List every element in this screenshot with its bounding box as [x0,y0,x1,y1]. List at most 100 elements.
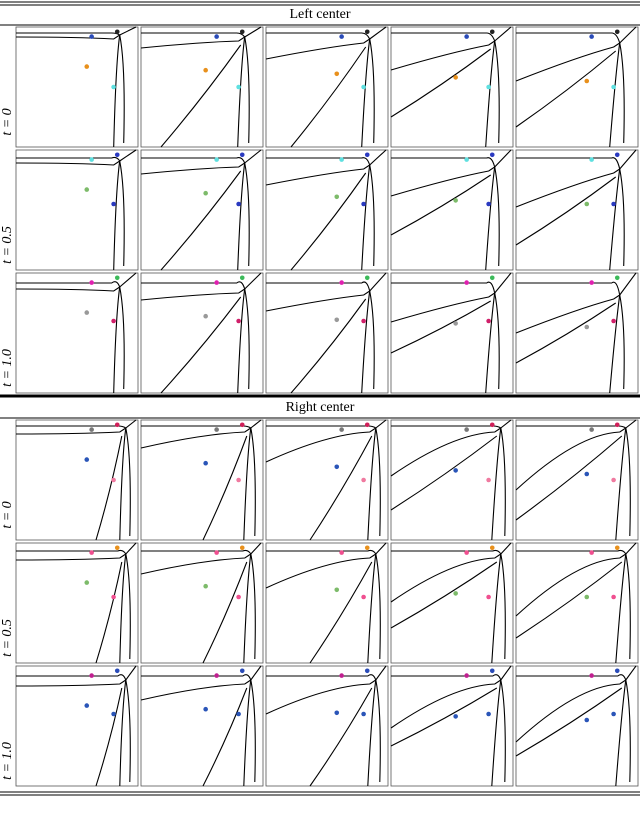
boundary-curve [202,687,248,787]
panel-frame [515,149,639,271]
boundary-curve [290,172,367,271]
data-point [364,275,370,281]
boundary-curve [141,32,246,38]
boundary-curve [250,679,256,783]
boundary-curve [266,157,371,166]
data-point [114,152,120,158]
boundary-curve [140,553,252,575]
data-point [464,280,469,285]
boundary-curve [367,427,377,541]
boundary-curve [15,160,121,166]
data-point [589,427,594,432]
panel [265,149,389,271]
boundary-curve [500,679,506,783]
boundary-curve [113,160,121,271]
boundary-curve [390,174,492,236]
boundary-curve [125,665,137,681]
panel-frame [140,665,264,787]
panel-frame [15,272,139,394]
data-point [453,75,458,80]
data-point [486,84,491,90]
boundary-curve [391,32,496,42]
boundary-curve [375,553,381,660]
boundary-curve [95,561,123,664]
data-point [584,717,590,723]
data-point [589,550,594,555]
boundary-curve [625,553,631,660]
panel-frame [515,542,639,664]
boundary-curve [367,679,377,787]
panel-frame [140,542,264,664]
panel [15,665,139,787]
panel-frame [265,26,389,148]
boundary-curve [375,419,387,429]
data-point [236,711,241,717]
boundary-curve [390,166,496,197]
boundary-curve [160,170,242,271]
data-point [334,710,340,716]
boundary-curve [369,149,387,166]
boundary-curve [237,288,246,394]
boundary-curve [119,149,137,162]
panel-frame [515,665,639,787]
data-point [614,29,620,35]
boundary-curve [250,665,262,681]
boundary-curve [619,149,637,170]
boundary-curve [113,286,121,394]
data-point [239,422,245,428]
panel-frame [265,149,389,271]
data-point [364,668,370,674]
boundary-curve [266,549,377,555]
data-point [453,198,458,203]
boundary-curve [237,162,246,271]
boundary-curve [265,553,377,589]
data-point [486,201,491,207]
boundary-curve [515,302,617,364]
boundary-curve [391,425,502,429]
boundary-curve [141,674,252,681]
boundary-curve [609,294,621,394]
boundary-curve [309,435,373,541]
data-point [89,157,94,162]
data-point [111,84,116,90]
boundary-curve [140,679,252,701]
boundary-curve [119,553,127,664]
boundary-curve [244,288,250,390]
data-point [111,711,116,717]
data-point [339,157,344,162]
data-point [589,673,594,678]
boundary-curve [309,687,373,787]
data-point [84,580,90,585]
boundary-curve [119,272,137,288]
boundary-curve [250,419,262,429]
panel [15,149,139,271]
boundary-curve [494,40,500,144]
data-point [464,673,469,678]
data-point [203,460,208,466]
panel [390,272,514,394]
data-point [84,457,90,462]
data-point [464,34,469,39]
boundary-curve [516,32,621,44]
boundary-curve [369,272,387,292]
panel-frame [265,272,389,394]
panel-frame [390,665,514,787]
data-point [611,477,616,483]
data-point [361,477,366,483]
data-point [486,318,491,324]
boundary-curve [15,679,127,687]
data-point [611,711,616,717]
boundary-curve [141,549,252,555]
boundary-curve [361,164,371,271]
boundary-curve [625,427,631,537]
boundary-curve [243,427,252,541]
data-point [214,673,219,678]
panel [265,26,389,148]
boundary-curve [515,176,617,246]
data-point [339,34,344,39]
boundary-curve [16,156,121,162]
panel-frame [390,542,514,664]
data-point [611,594,616,600]
data-point [339,550,344,555]
boundary-curve [119,26,137,36]
